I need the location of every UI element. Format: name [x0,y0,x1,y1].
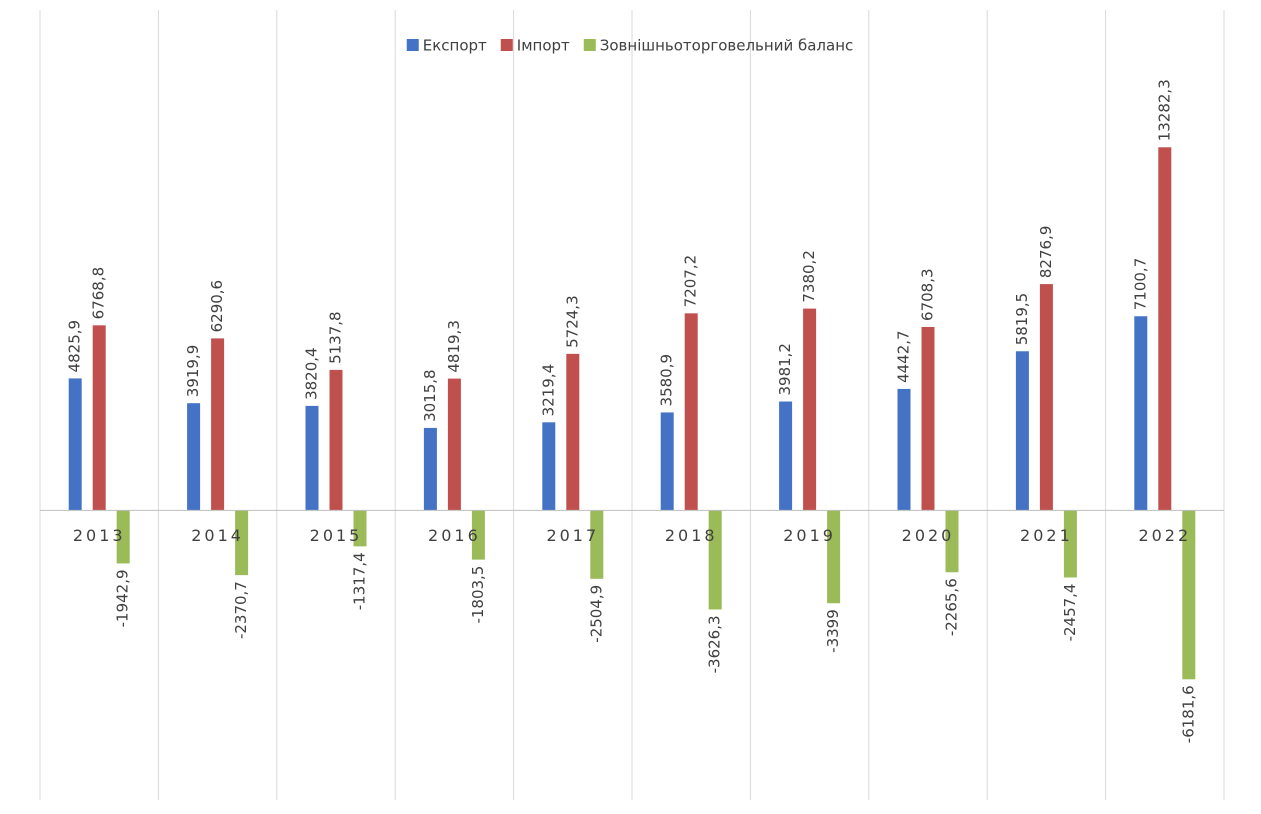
value-label: 4819,3 [445,320,463,373]
value-label: 3820,4 [303,347,321,400]
bar [187,403,201,511]
value-label: 3580,9 [658,354,676,407]
value-label: -2265,6 [943,578,961,636]
x-tick-label: 2016 [428,526,481,545]
bar [590,510,604,579]
legend-label: Зовнішньоторговельний баланс [600,37,854,55]
legend-label: Експорт [423,37,487,55]
bar [945,510,959,573]
value-label: 6768,8 [90,267,108,320]
bar [684,313,698,511]
bar [447,378,461,511]
value-label: 3919,9 [184,345,202,398]
legend-label: Імпорт [517,37,570,55]
bar [471,510,485,560]
x-tick-label: 2020 [902,526,955,545]
bar [1158,147,1172,511]
x-tick-label: 2019 [783,526,836,545]
value-label: -1803,5 [469,566,487,624]
value-label: 3015,8 [421,369,439,422]
value-label: -2370,7 [232,581,250,639]
value-label: 13282,3 [1155,79,1173,141]
bar [897,388,911,511]
bar [92,325,106,511]
value-label: 4442,7 [895,330,913,383]
bar [353,510,367,547]
x-tick-label: 2017 [546,526,599,545]
bar [779,401,793,511]
bar [423,427,437,511]
bar [1063,510,1077,578]
x-tick-label: 2022 [1138,526,1191,545]
bar [235,510,249,576]
value-label: -2504,9 [587,585,605,643]
value-label: 8276,9 [1037,226,1055,279]
bar [1015,351,1029,511]
value-label: 3219,4 [539,364,557,417]
bar [708,510,722,610]
value-label: -2457,4 [1061,584,1079,642]
x-tick-label: 2015 [310,526,363,545]
bar [827,510,841,604]
bar [211,338,225,511]
value-label: 5819,5 [1013,293,1031,346]
value-label: -3626,3 [706,615,724,673]
value-label: 7380,2 [800,250,818,303]
bar [1182,510,1196,680]
value-label: 3981,2 [776,343,794,396]
bar [1134,316,1148,511]
value-label: -1942,9 [114,569,132,627]
bar [660,412,674,511]
value-label: 5137,8 [327,311,345,364]
x-tick-label: 2021 [1020,526,1073,545]
bar [116,510,130,564]
value-label: 7100,7 [1131,258,1149,311]
value-label: -1317,4 [351,552,369,610]
bar [542,422,556,511]
x-tick-label: 2018 [665,526,718,545]
bar [305,405,319,511]
value-label: 6290,6 [208,280,226,333]
bar [329,369,343,511]
value-label: 4825,9 [66,320,84,373]
value-label: 5724,3 [563,295,581,348]
x-tick-label: 2014 [191,526,244,545]
legend-swatch [500,39,513,51]
value-label: -6181,6 [1179,685,1197,743]
bar [803,308,817,511]
bar [566,353,580,511]
bar [68,378,82,511]
value-label: 7207,2 [682,255,700,308]
legend-swatch [406,39,419,51]
value-label: -3399 [824,609,842,653]
value-label: 6708,3 [919,268,937,321]
bar [1039,284,1053,511]
bar [921,326,935,511]
legend-swatch [583,39,596,51]
x-tick-label: 2013 [73,526,126,545]
